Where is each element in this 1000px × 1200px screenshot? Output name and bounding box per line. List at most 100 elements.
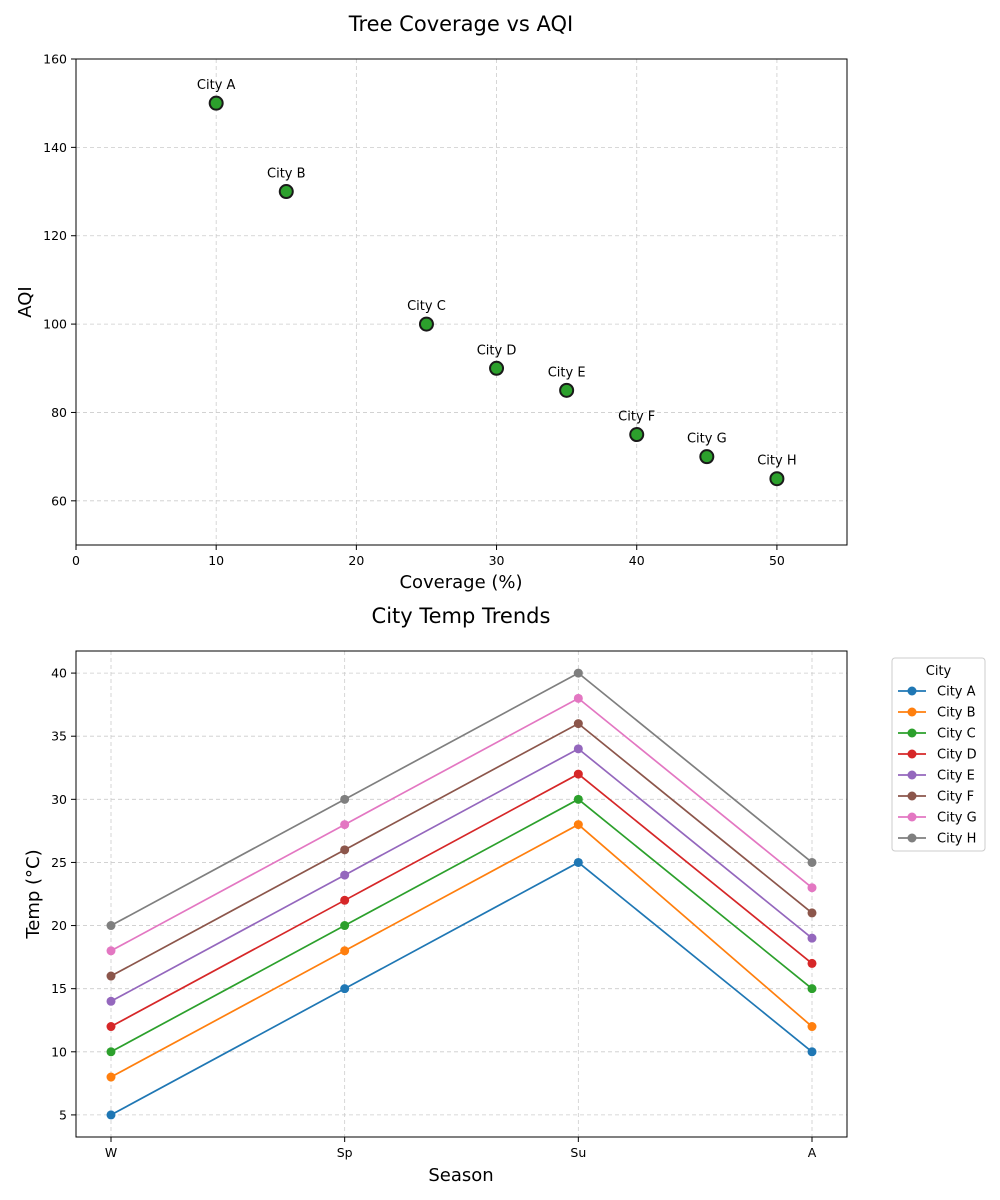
series-marker xyxy=(340,870,350,880)
series-line xyxy=(110,672,813,927)
series-marker xyxy=(106,971,116,981)
scatter-title: Tree Coverage vs AQI xyxy=(348,12,573,36)
series-marker xyxy=(340,946,350,956)
point-label: City F xyxy=(618,410,655,425)
y-tick-label: 120 xyxy=(43,228,67,243)
scatter-plot-frame xyxy=(75,58,848,546)
legend-swatch-marker xyxy=(907,749,917,759)
series-line xyxy=(110,861,813,1116)
y-tick-label: 140 xyxy=(43,140,67,155)
legend-swatch-marker xyxy=(907,770,917,780)
series-marker xyxy=(573,857,583,867)
y-tick-label: 25 xyxy=(51,855,67,870)
legend-items: City A City B City C City D City E City F City… xyxy=(898,685,977,847)
x-tick-label: A xyxy=(808,1145,817,1160)
line-x-axis-label: Season xyxy=(428,1165,493,1186)
legend-label: City G xyxy=(937,811,977,826)
scatter-point xyxy=(629,427,645,443)
legend-label: City B xyxy=(937,706,976,721)
series-line xyxy=(110,697,813,952)
series-marker xyxy=(573,719,583,729)
series-marker xyxy=(106,1110,116,1120)
series-line xyxy=(110,823,813,1078)
point-label: City D xyxy=(477,343,517,358)
x-tick-label: 10 xyxy=(208,553,224,568)
series-marker xyxy=(340,794,350,804)
series-line xyxy=(110,747,813,1003)
series-marker xyxy=(573,820,583,830)
y-tick-label: 20 xyxy=(51,918,67,933)
legend-label: City H xyxy=(937,832,976,847)
point-label: City E xyxy=(548,365,586,380)
x-tick-label: 20 xyxy=(348,553,364,568)
series-marker xyxy=(807,908,817,918)
line-chart: City Temp Trends W Sp Su A 5 10 15 20 25 30 35 40 S… xyxy=(23,604,986,1186)
legend-title: City xyxy=(926,664,952,679)
legend-swatch-marker xyxy=(907,707,917,717)
series-marker xyxy=(807,958,817,968)
series-marker xyxy=(573,794,583,804)
x-tick-label: 50 xyxy=(769,553,785,568)
scatter-point xyxy=(208,95,224,111)
x-tick-label: W xyxy=(105,1145,117,1160)
line-y-axis-label: Temp (°C) xyxy=(23,849,44,939)
legend-label: City F xyxy=(937,790,974,805)
y-tick-label: 30 xyxy=(51,792,67,807)
y-tick-label: 10 xyxy=(51,1044,67,1059)
series-line xyxy=(110,722,813,977)
legend-swatch-marker xyxy=(907,686,917,696)
series-marker xyxy=(573,693,583,703)
series-marker xyxy=(340,820,350,830)
line-title: City Temp Trends xyxy=(372,604,551,628)
series-marker xyxy=(573,744,583,754)
x-tick-label: 30 xyxy=(489,553,505,568)
legend-label: City A xyxy=(937,685,976,700)
y-tick-label: 80 xyxy=(51,405,67,420)
line-grid xyxy=(76,651,847,1137)
series-marker xyxy=(807,883,817,893)
legend-box xyxy=(891,657,986,852)
y-tick-label: 100 xyxy=(43,317,67,332)
y-tick-label: 35 xyxy=(51,729,67,744)
x-tick-label: Su xyxy=(570,1145,586,1160)
scatter-point xyxy=(699,449,715,465)
series-marker xyxy=(573,769,583,779)
series-marker xyxy=(106,1047,116,1057)
series-marker xyxy=(106,1072,116,1082)
legend-swatch-marker xyxy=(907,833,917,843)
y-tick-label: 60 xyxy=(51,493,67,508)
line-ticks: W Sp Su A 5 10 15 20 25 30 35 40 xyxy=(51,666,817,1160)
point-label: City G xyxy=(687,432,727,447)
series-marker xyxy=(807,984,817,994)
x-tick-label: Sp xyxy=(337,1145,353,1160)
series-marker xyxy=(106,996,116,1006)
line-series xyxy=(106,668,817,1120)
series-marker xyxy=(807,857,817,867)
series-marker xyxy=(340,921,350,931)
legend-swatch-marker xyxy=(907,728,917,738)
point-label: City B xyxy=(267,167,306,182)
scatter-y-axis-label: AQI xyxy=(15,286,36,317)
y-tick-label: 40 xyxy=(51,666,67,681)
series-line xyxy=(110,798,813,1053)
legend-label: City C xyxy=(937,727,976,742)
series-marker xyxy=(340,895,350,905)
y-tick-label: 160 xyxy=(43,52,67,67)
scatter-grid xyxy=(75,58,847,545)
scatter-x-axis-label: Coverage (%) xyxy=(399,572,522,593)
series-line xyxy=(110,773,813,1028)
scatter-point xyxy=(769,471,785,487)
scatter-point xyxy=(489,360,505,376)
series-marker xyxy=(106,946,116,956)
legend-label: City E xyxy=(937,769,975,784)
x-tick-label: 40 xyxy=(629,553,645,568)
series-marker xyxy=(573,668,583,678)
y-tick-label: 15 xyxy=(51,981,67,996)
series-marker xyxy=(807,933,817,943)
scatter-points: City A City B City C City D City E City F City… xyxy=(197,78,797,487)
series-marker xyxy=(106,921,116,931)
scatter-point xyxy=(418,316,434,332)
point-label: City A xyxy=(197,78,236,93)
